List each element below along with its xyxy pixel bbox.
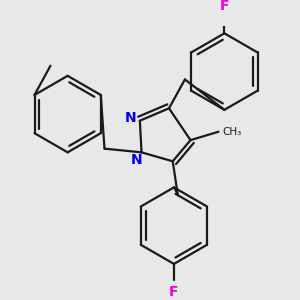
Text: F: F	[169, 284, 179, 298]
Text: N: N	[124, 111, 136, 125]
Text: N: N	[130, 153, 142, 167]
Text: F: F	[220, 0, 229, 13]
Text: CH₃: CH₃	[223, 127, 242, 137]
